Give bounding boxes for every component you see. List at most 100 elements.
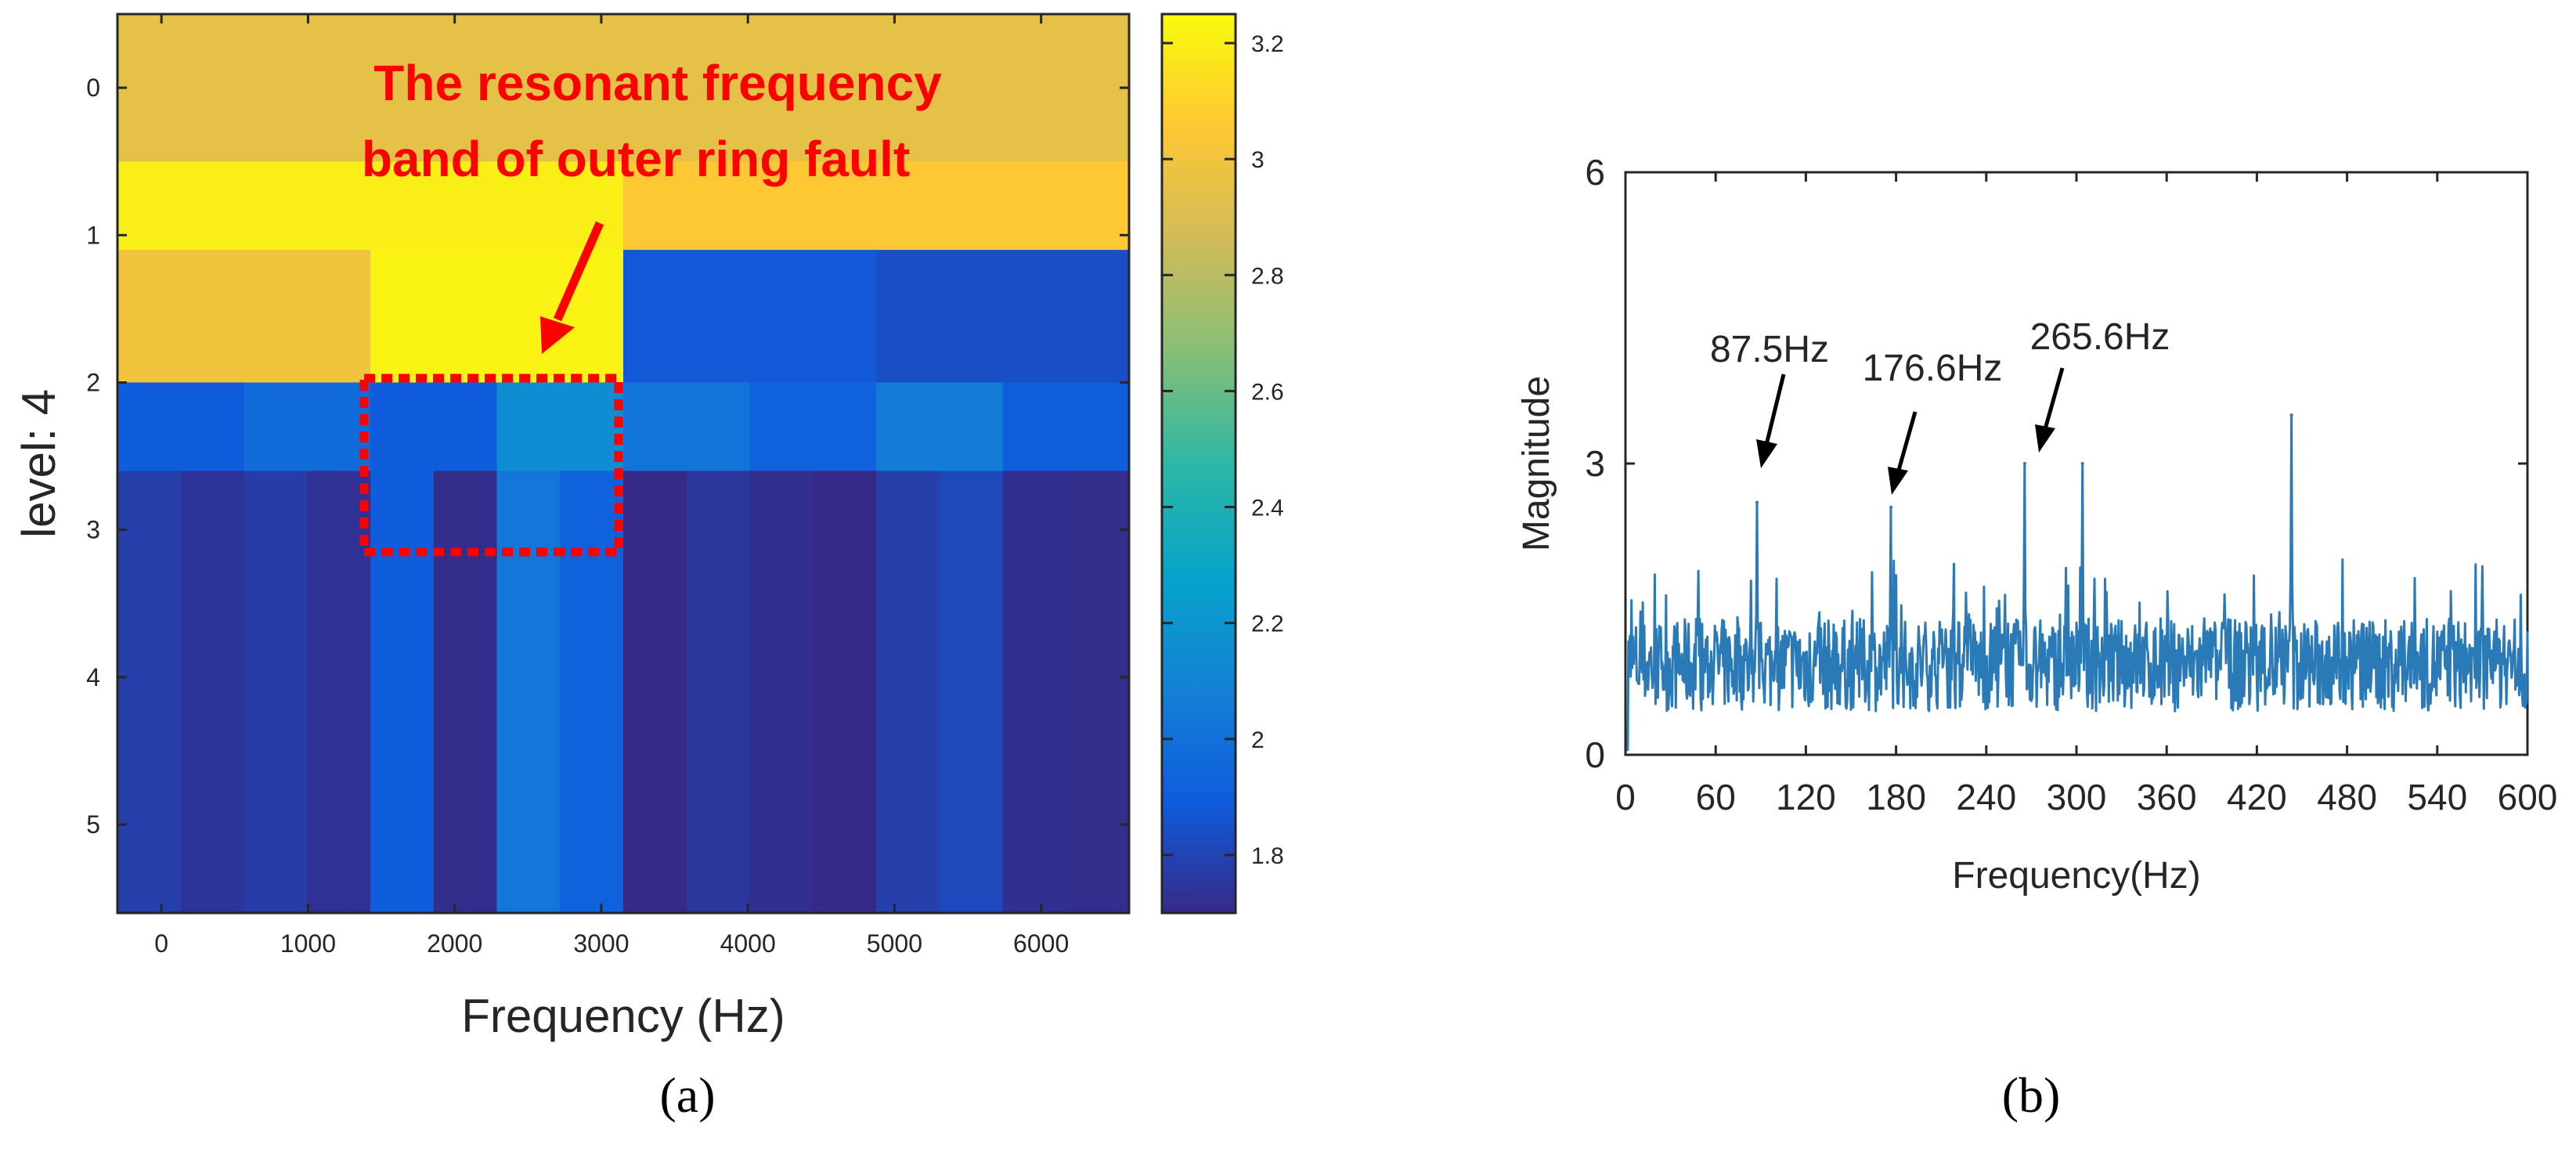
heatmap-cell xyxy=(117,471,182,914)
heatmap-x-axis-label: Frequency (Hz) xyxy=(461,990,785,1042)
colorbar-tick-label: 2 xyxy=(1251,727,1265,753)
colorbar-tick-label: 2.4 xyxy=(1251,496,1284,521)
colorbar-ticks: 1.8 2 2.2 2.4 2.6 2.8 3 3.2 xyxy=(1162,31,1284,869)
peak-arrowhead-87-5hz xyxy=(1756,439,1777,468)
spectrum-x-tick-label: 240 xyxy=(1956,777,2016,817)
heatmap-y-tick-label: 2 xyxy=(86,368,100,396)
spectrum-x-ticks: 0 60 120 180 240 300 360 420 480 540 600 xyxy=(1615,172,2557,817)
annotation-arrow-head xyxy=(540,316,575,354)
spectrum-x-tick-label: 480 xyxy=(2317,777,2377,817)
peak-arrow-87-5hz xyxy=(1764,373,1786,446)
spectrum-x-tick-label: 540 xyxy=(2407,777,2467,817)
spectrum-peak-point xyxy=(1889,505,1893,509)
heatmap-cell xyxy=(370,250,624,384)
heatmap-cell xyxy=(117,382,245,472)
spectrum-peak-point xyxy=(1755,500,1759,504)
heatmap-cell xyxy=(433,471,498,914)
spectrum-y-tick-label: 6 xyxy=(1585,152,1605,193)
heatmap-cell xyxy=(876,471,940,914)
panel-label-a: (a) xyxy=(659,1067,715,1123)
spectrum-x-tick-label: 360 xyxy=(2137,777,2197,817)
spectrum-x-tick-label: 300 xyxy=(2047,777,2107,817)
spectrum-y-tick-label: 0 xyxy=(1585,734,1605,775)
heatmap-x-tick-label: 1000 xyxy=(280,929,336,958)
heatmap-cell xyxy=(876,250,1130,384)
heatmap-cell xyxy=(244,471,308,914)
spectrum-x-tick-label: 420 xyxy=(2227,777,2287,817)
spectrum-panel: 0 60 120 180 240 300 360 420 480 540 600 0 3 6 Frequ… xyxy=(1516,152,2557,1123)
heatmap-cell xyxy=(876,382,1004,472)
colorbar-tick-label: 2.8 xyxy=(1251,263,1284,289)
spectrum-x-tick-label: 180 xyxy=(1866,777,1926,817)
heatmap-x-tick-label: 5000 xyxy=(867,929,922,958)
annotation-arrow-shaft xyxy=(553,221,604,322)
spectrum-x-axis-label: Frequency(Hz) xyxy=(1952,855,2200,897)
heatmap-y-tick-label: 5 xyxy=(86,810,100,839)
peak-arrowhead-265-6hz xyxy=(2035,424,2055,453)
spectrum-y-tick-label: 3 xyxy=(1585,443,1605,484)
heatmap-y-tick-label: 0 xyxy=(86,74,100,102)
heatmap-cell xyxy=(117,250,371,384)
heatmap-cell xyxy=(623,471,687,914)
heatmap-cell xyxy=(623,382,751,472)
peak-arrow-265-6hz xyxy=(2043,367,2065,430)
heatmap-cell xyxy=(370,471,435,914)
colorbar-tick-label: 2.2 xyxy=(1251,612,1284,637)
peak-label-265-6hz: 265.6Hz xyxy=(2030,316,2170,358)
peak-arrowhead-176-6hz xyxy=(1888,467,1908,495)
heatmap-cell xyxy=(623,161,1130,251)
heatmap-y-tick-label: 3 xyxy=(86,516,100,544)
panel-label-b: (b) xyxy=(2002,1067,2061,1123)
colorbar-tick-label: 1.8 xyxy=(1251,843,1284,869)
colorbar-tick-label: 2.6 xyxy=(1251,379,1284,405)
colorbar: 1.8 2 2.2 2.4 2.6 2.8 3 3.2 xyxy=(1160,13,1284,915)
spectrum-x-tick-label: 600 xyxy=(2498,777,2558,817)
peak-label-87-5hz: 87.5Hz xyxy=(1710,329,1829,370)
heatmap-cell xyxy=(1002,382,1130,472)
heatmap-x-ticks: 0 1000 2000 3000 4000 5000 6000 xyxy=(154,14,1069,958)
heatmap-cell xyxy=(623,250,877,384)
peak-label-176-6hz: 176.6Hz xyxy=(1863,348,2003,389)
spectrum-series-line xyxy=(1625,413,2529,752)
heatmap-cells xyxy=(117,14,1130,914)
heatmap-cell xyxy=(560,471,624,914)
spectrum-peak-markers xyxy=(1755,413,2293,509)
spectrum-peak-point xyxy=(2080,462,2084,465)
heatmap-cell xyxy=(117,161,624,251)
heatmap-cell xyxy=(180,471,245,914)
heatmap-x-tick-label: 3000 xyxy=(573,929,629,958)
heatmap-x-tick-label: 2000 xyxy=(427,929,482,958)
peak-arrow-176-6hz xyxy=(1896,411,1918,474)
heatmap-y-ticks: 0 1 2 3 4 5 xyxy=(86,74,1129,839)
heatmap-cell xyxy=(117,14,1130,162)
spectrum-x-tick-label: 60 xyxy=(1696,777,1736,817)
spectrum-x-tick-label: 0 xyxy=(1615,777,1636,817)
annotation-text-line1: The resonant frequency xyxy=(373,55,942,111)
colorbar-gradient xyxy=(1160,13,1237,915)
heatmap-cell xyxy=(370,382,498,472)
spectrum-x-tick-label: 120 xyxy=(1776,777,1836,817)
heatmap-panel: 0 1000 2000 3000 4000 5000 6000 0 1 2 3 4 5 Frequen… xyxy=(13,13,1131,1123)
heatmap-cell xyxy=(749,382,877,472)
annotation-text-line2: band of outer ring fault xyxy=(362,131,910,187)
heatmap-x-tick-label: 4000 xyxy=(720,929,776,958)
colorbar-tick-label: 3 xyxy=(1251,147,1265,173)
heatmap-cell xyxy=(939,471,1004,914)
spectrum-y-axis-label: Magnitude xyxy=(1516,376,1557,551)
heatmap-y-axis-label: level: 4 xyxy=(13,389,65,538)
heatmap-cell xyxy=(496,471,561,914)
heatmap-cell xyxy=(1002,471,1066,914)
heatmap-cell xyxy=(244,382,371,472)
resonant-band-highlight xyxy=(359,373,623,557)
heatmap-x-tick-label: 0 xyxy=(154,929,168,958)
heatmap-y-tick-label: 4 xyxy=(86,663,100,691)
heatmap-cell xyxy=(813,471,877,914)
spectrum-peak-point xyxy=(2289,413,2293,417)
spectrum-y-ticks: 0 3 6 xyxy=(1585,152,2527,775)
heatmap-y-tick-label: 1 xyxy=(86,221,100,249)
heatmap-cell xyxy=(496,382,624,472)
colorbar-tick-label: 3.2 xyxy=(1251,31,1284,57)
heatmap-x-tick-label: 6000 xyxy=(1013,929,1069,958)
heatmap-frame xyxy=(116,13,1131,915)
